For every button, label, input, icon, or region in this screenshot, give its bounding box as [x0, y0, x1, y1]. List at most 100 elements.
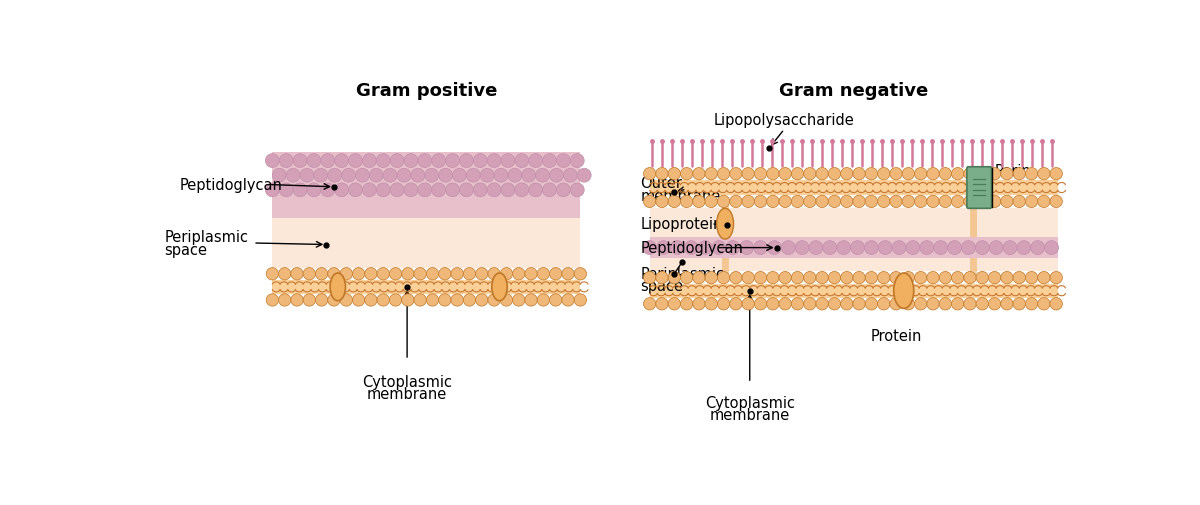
Circle shape: [902, 298, 914, 311]
Circle shape: [877, 196, 890, 208]
Circle shape: [1038, 272, 1050, 284]
Circle shape: [475, 268, 488, 280]
Circle shape: [340, 294, 353, 307]
Circle shape: [1026, 196, 1038, 208]
Circle shape: [494, 169, 508, 183]
Bar: [272, 280, 581, 294]
Circle shape: [460, 155, 473, 168]
Circle shape: [414, 268, 426, 280]
Circle shape: [314, 169, 328, 183]
Circle shape: [767, 272, 779, 284]
Circle shape: [320, 155, 335, 168]
Circle shape: [964, 298, 976, 311]
Circle shape: [1001, 272, 1013, 284]
Circle shape: [290, 268, 304, 280]
Circle shape: [266, 294, 278, 307]
Circle shape: [791, 168, 804, 180]
Circle shape: [451, 268, 463, 280]
Circle shape: [828, 196, 841, 208]
Circle shape: [383, 169, 397, 183]
Circle shape: [851, 241, 864, 255]
Circle shape: [791, 272, 804, 284]
Circle shape: [542, 155, 557, 168]
Circle shape: [828, 298, 841, 311]
Circle shape: [706, 168, 718, 180]
Circle shape: [508, 169, 522, 183]
Circle shape: [473, 155, 487, 168]
Circle shape: [307, 183, 320, 197]
Circle shape: [340, 268, 353, 280]
Circle shape: [989, 168, 1001, 180]
Circle shape: [488, 294, 500, 307]
Circle shape: [370, 169, 383, 183]
Circle shape: [643, 272, 656, 284]
Circle shape: [463, 268, 475, 280]
Text: Outer: Outer: [641, 176, 683, 191]
Circle shape: [389, 268, 402, 280]
Circle shape: [1050, 298, 1062, 311]
Circle shape: [890, 168, 902, 180]
Circle shape: [529, 155, 542, 168]
Circle shape: [512, 268, 524, 280]
Circle shape: [841, 168, 853, 180]
Circle shape: [475, 294, 488, 307]
Circle shape: [680, 298, 692, 311]
Circle shape: [304, 294, 316, 307]
Circle shape: [656, 168, 668, 180]
Circle shape: [940, 196, 952, 208]
Ellipse shape: [716, 209, 733, 240]
Circle shape: [1045, 241, 1058, 255]
Circle shape: [1050, 272, 1062, 284]
Circle shape: [706, 298, 718, 311]
Circle shape: [865, 298, 877, 311]
Circle shape: [926, 272, 940, 284]
Circle shape: [402, 268, 414, 280]
Circle shape: [1038, 168, 1050, 180]
Text: Cytoplasmic: Cytoplasmic: [362, 374, 452, 389]
Circle shape: [404, 183, 418, 197]
Text: Peptidoglycan: Peptidoglycan: [641, 240, 743, 256]
Circle shape: [377, 155, 390, 168]
Circle shape: [706, 272, 718, 284]
Circle shape: [809, 241, 823, 255]
Ellipse shape: [330, 274, 346, 301]
Circle shape: [779, 196, 791, 208]
Circle shape: [836, 241, 851, 255]
Text: space: space: [641, 278, 684, 293]
Circle shape: [804, 298, 816, 311]
Circle shape: [293, 155, 307, 168]
Circle shape: [348, 155, 362, 168]
Circle shape: [550, 169, 564, 183]
Circle shape: [278, 268, 290, 280]
Circle shape: [460, 183, 473, 197]
Circle shape: [656, 272, 668, 284]
Circle shape: [557, 155, 570, 168]
Circle shape: [755, 272, 767, 284]
Text: Periplasmic: Periplasmic: [641, 266, 725, 281]
Circle shape: [893, 241, 906, 255]
Circle shape: [692, 168, 706, 180]
Circle shape: [425, 169, 439, 183]
Circle shape: [828, 272, 841, 284]
Bar: [272, 153, 581, 218]
Circle shape: [538, 268, 550, 280]
Circle shape: [877, 168, 890, 180]
Circle shape: [320, 183, 335, 197]
Circle shape: [779, 298, 791, 311]
Circle shape: [902, 168, 914, 180]
Circle shape: [515, 155, 529, 168]
Circle shape: [698, 241, 712, 255]
Circle shape: [487, 183, 502, 197]
Circle shape: [890, 298, 902, 311]
Circle shape: [353, 294, 365, 307]
Circle shape: [1026, 298, 1038, 311]
Circle shape: [1013, 272, 1026, 284]
Circle shape: [804, 196, 816, 208]
Circle shape: [692, 298, 706, 311]
Text: Lipopolysaccharide: Lipopolysaccharide: [714, 113, 854, 128]
Circle shape: [1013, 196, 1026, 208]
Circle shape: [348, 183, 362, 197]
Circle shape: [316, 268, 328, 280]
Circle shape: [1001, 168, 1013, 180]
Circle shape: [816, 196, 828, 208]
